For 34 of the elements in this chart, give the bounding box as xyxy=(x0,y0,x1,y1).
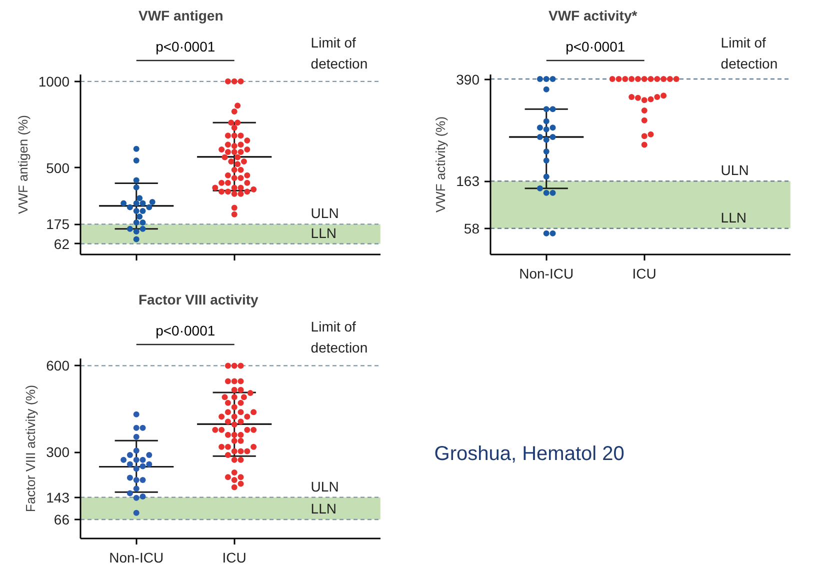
y-tick-label: 58 xyxy=(464,220,480,236)
ref-line-label: LLN xyxy=(310,500,336,516)
ref-line-label: LLN xyxy=(720,209,746,226)
y-tick-label: 390 xyxy=(456,72,480,88)
x-tick-label: ICU xyxy=(222,550,246,566)
chart-title: VWF antigen xyxy=(138,8,224,24)
y-tick-label: 600 xyxy=(46,358,70,374)
ref-line-label: ULN xyxy=(720,162,749,178)
y-tick-label: 300 xyxy=(46,444,70,460)
y-tick-label: 163 xyxy=(456,173,480,190)
text: p<0·0001 xyxy=(566,38,626,54)
ref-line-label: ULN xyxy=(310,478,339,494)
y-axis-title: VWF antigen (%) xyxy=(15,115,30,214)
y-tick-label: 1000 xyxy=(38,73,70,90)
x-tick-label: Non-ICU xyxy=(109,550,164,566)
ref-line-label: Limit of detection xyxy=(720,34,778,72)
ref-line-label: Limit of detection xyxy=(310,34,368,72)
y-tick-label: 143 xyxy=(46,489,70,506)
text: p<0·0001 xyxy=(156,322,216,338)
y-axis-title: Factor VIII activity (%) xyxy=(23,384,38,512)
chart-title: VWF activity* xyxy=(548,8,638,24)
ref-line-label: LLN xyxy=(310,224,336,241)
y-tick-label: 500 xyxy=(46,160,70,176)
y-tick-label: 66 xyxy=(54,511,70,528)
x-tick-label: Non-ICU xyxy=(519,266,574,282)
ref-line-label: Limit of detection xyxy=(310,318,368,356)
text: p<0·0001 xyxy=(156,38,216,54)
y-tick-label: 175 xyxy=(46,216,70,232)
ref-line-label: ULN xyxy=(310,205,339,222)
y-tick-label: 62 xyxy=(54,236,70,252)
chart-title: Factor VIII activity xyxy=(138,292,259,308)
text: Groshua, Hematol 20 xyxy=(434,442,624,465)
x-tick-label: ICU xyxy=(632,266,656,282)
y-axis-title: VWF activity (%) xyxy=(433,116,448,213)
